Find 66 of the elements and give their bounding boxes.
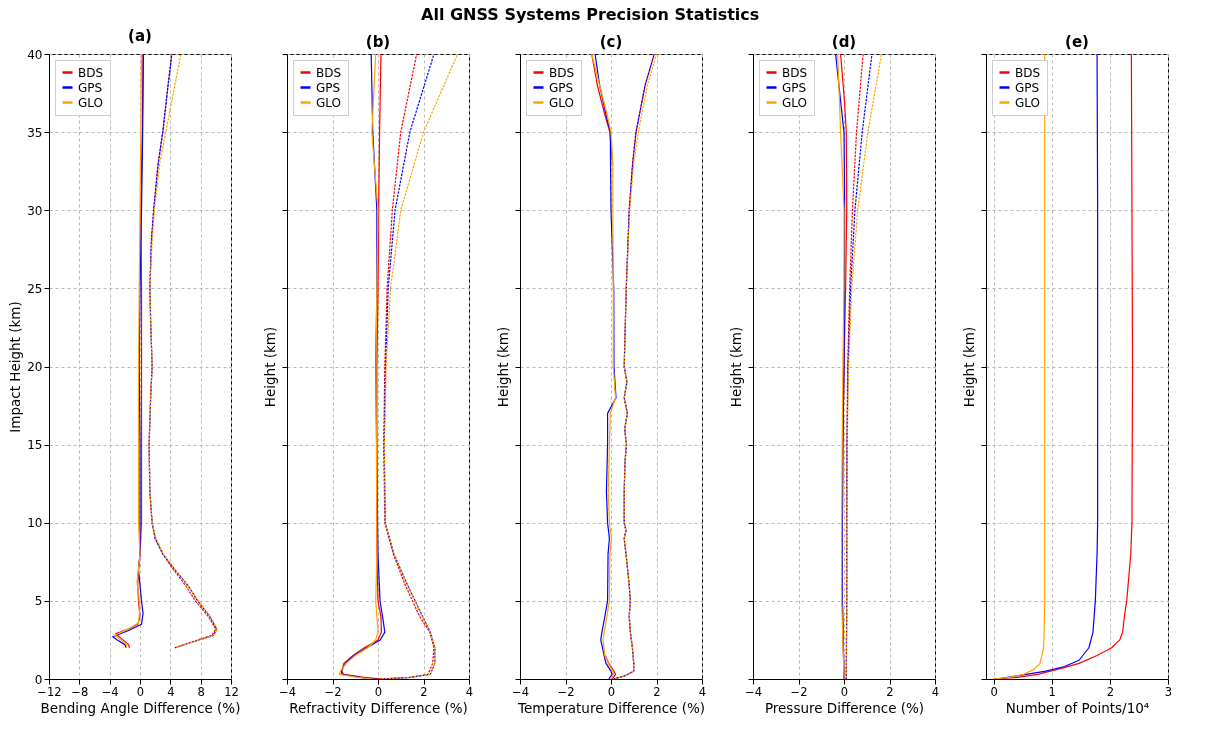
x-tick-label: 3 [1164, 684, 1173, 699]
y-tick-label: 35 [27, 125, 43, 140]
chart-title: (e) [1065, 32, 1089, 51]
x-tick-label: −8 [71, 684, 89, 699]
y-tick-label: 20 [27, 360, 43, 374]
text: All GNSS Systems Precision Statistics [421, 4, 760, 24]
x-tick-label: −4 [101, 684, 119, 699]
y-axis-title: Height (km) [728, 326, 744, 408]
x-tick-label: 1 [1048, 684, 1056, 699]
y-tick-label: 40 [27, 47, 43, 62]
y-tick-label: 25 [27, 281, 43, 296]
x-tick-label: −4 [512, 684, 529, 699]
x-tick-label: 2 [653, 684, 661, 699]
legend-label: BDS [549, 65, 575, 80]
y-tick-label: 0 [34, 672, 43, 687]
chart-title: (b) [365, 32, 391, 51]
x-tick-label: 4 [167, 684, 175, 699]
y-axis-title: Height (km) [262, 326, 278, 408]
y-tick-label: 10 [27, 516, 43, 531]
x-tick-label: 2 [886, 684, 894, 699]
legend-label: GLO [549, 95, 575, 110]
x-tick-label: 4 [465, 684, 474, 699]
x-tick-label: 4 [698, 684, 707, 699]
legend-label: GLO [78, 95, 104, 110]
legend-label: GPS [1015, 80, 1040, 95]
x-axis-title: Pressure Difference (%) [764, 700, 925, 716]
y-tick-label: 15 [27, 438, 43, 453]
x-tick-label: 2 [420, 684, 428, 699]
x-axis-title: Number of Points/10⁴ [1005, 700, 1150, 716]
legend-label: GPS [782, 80, 807, 95]
x-tick-label: 8 [197, 684, 205, 699]
y-axis-title: Impact Height (km) [7, 301, 24, 433]
x-tick-label: −4 [279, 684, 296, 699]
x-tick-label: 0 [607, 684, 616, 699]
x-axis-title: Temperature Difference (%) [516, 700, 706, 716]
x-tick-label: −2 [557, 684, 575, 699]
x-tick-label: 4 [931, 684, 940, 699]
x-tick-label: 0 [374, 684, 383, 699]
x-tick-label: −4 [745, 684, 762, 699]
x-tick-label: 0 [990, 684, 998, 699]
chart-title: (d) [831, 32, 857, 51]
x-tick-label: 0 [136, 684, 145, 699]
x-axis-title: Refractivity Difference (%) [289, 700, 468, 716]
x-tick-label: 2 [1106, 684, 1115, 699]
x-tick-label: 0 [840, 684, 849, 699]
y-axis-title: Height (km) [961, 326, 977, 408]
x-tick-label: 12 [224, 684, 239, 699]
legend-label: BDS [316, 65, 342, 80]
y-tick-label: 30 [27, 203, 43, 218]
legend-label: GPS [316, 80, 341, 95]
legend-label: BDS [78, 65, 104, 80]
legend-label: GPS [549, 80, 574, 95]
x-tick-label: −12 [37, 684, 62, 699]
y-axis-title: Height (km) [495, 326, 511, 408]
x-axis-title: Bending Angle Difference (%) [40, 700, 241, 716]
y-tick-label: 5 [34, 594, 43, 609]
x-tick-label: −2 [324, 684, 342, 699]
legend-label: BDS [1015, 65, 1041, 80]
legend-label: GLO [316, 95, 342, 110]
legend-label: GPS [78, 80, 103, 95]
legend-label: BDS [782, 65, 808, 80]
chart-title: (a) [128, 27, 152, 45]
legend-label: GLO [1015, 95, 1041, 110]
legend-label: GLO [782, 95, 808, 110]
x-tick-label: −2 [790, 684, 808, 699]
chart-title: (c) [599, 32, 623, 51]
